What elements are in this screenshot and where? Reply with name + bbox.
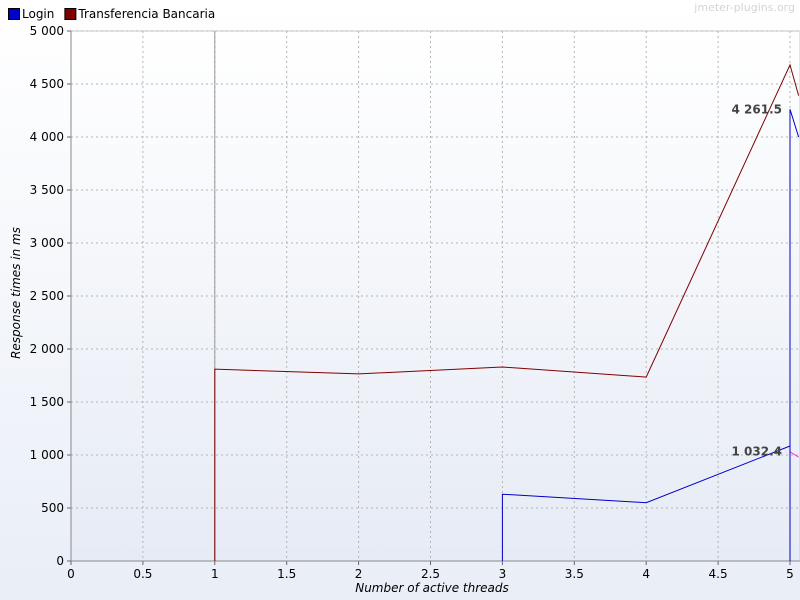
plot-area [70,30,800,562]
x-tick-label: 0.5 [133,567,152,581]
y-tick-label: 1 500 [30,395,64,409]
legend-label: Login [22,7,54,21]
y-tick-label: 2 500 [30,289,64,303]
x-axis-title: Number of active threads [355,581,509,595]
series-line-0 [501,109,800,561]
x-tick-label: 4 [642,567,650,581]
y-axis-title: Response times in ms [9,227,23,359]
y-tick-label: 0 [56,554,64,568]
y-tick-label: 3 000 [30,236,64,250]
legend-swatch [8,8,20,20]
series-line-1 [214,63,800,561]
y-tick-label: 1 000 [30,448,64,462]
grid [71,30,800,561]
annotations: 4 261.5 1 032.4 [732,102,782,458]
y-tick-label: 4 000 [30,130,64,144]
y-tick-label: 3 500 [30,183,64,197]
watermark: jmeter-plugins.org [693,1,795,14]
x-tick-label: 3.5 [565,567,584,581]
y-tick-label: 4 500 [30,77,64,91]
x-tick-label: 1 [211,567,219,581]
x-tick-label: 1.5 [277,567,296,581]
axis-ticks: 0 0.5 1 1.5 2 2.5 3 3.5 4 4.5 5 0 500 1 000 1 500 2 000… [30,24,794,581]
legend-label: Transferencia Bancaria [77,7,215,21]
x-tick-label: 2 [355,567,363,581]
y-tick-label: 5 000 [30,24,64,38]
data-label: 1 032.4 [732,445,782,459]
data-label: 4 261.5 [732,102,782,116]
x-tick-label: 4.5 [709,567,728,581]
x-tick-label: 3 [499,567,507,581]
series-layer [214,31,800,561]
legend-swatch [64,8,77,20]
x-tick-label: 2.5 [421,567,440,581]
series-line-extra-0 [789,451,799,458]
y-tick-label: 2 000 [30,342,64,356]
x-tick-label: 0 [67,567,75,581]
y-tick-label: 500 [41,501,64,515]
x-tick-label: 5 [786,567,794,581]
legend: Login Transferencia Bancaria [8,7,215,21]
